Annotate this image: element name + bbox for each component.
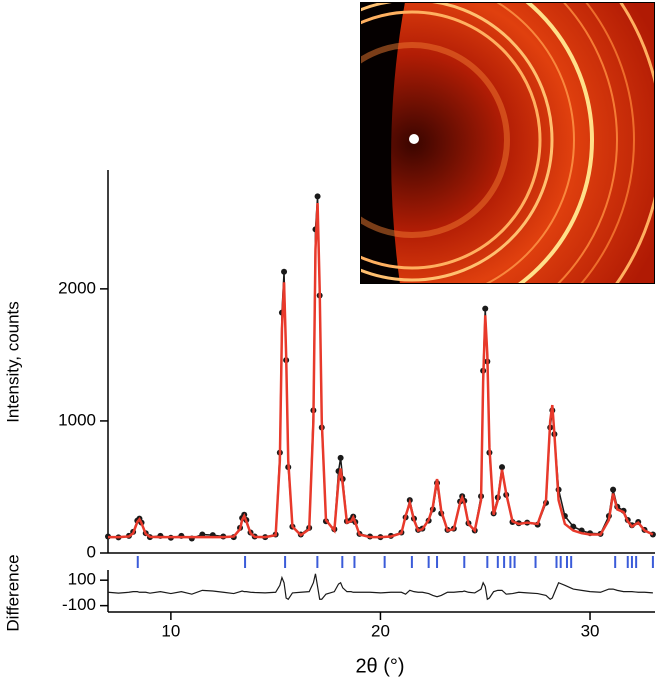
y-tick-label: 1000 (58, 410, 96, 429)
data-point (281, 268, 288, 275)
y-tick-label: 100 (68, 570, 96, 589)
x-axis-label: 2θ (°) (355, 655, 404, 677)
inset-diffraction-image (360, 2, 655, 284)
data-point (499, 464, 506, 471)
y-axis-label: Intensity, counts (3, 301, 22, 423)
y-tick-label: 2000 (58, 278, 96, 297)
x-tick-label: 30 (581, 621, 600, 640)
data-point (337, 454, 344, 461)
data-point (314, 193, 321, 200)
data-line (108, 202, 654, 539)
data-point (482, 305, 489, 312)
x-tick-label: 10 (161, 621, 180, 640)
data-line (107, 573, 653, 601)
diff-axis-label: Difference (3, 554, 22, 631)
x-tick-label: 20 (371, 621, 390, 640)
data-point (610, 486, 617, 493)
y-tick-label: -100 (62, 595, 96, 614)
y-tick-label: 0 (87, 542, 96, 561)
